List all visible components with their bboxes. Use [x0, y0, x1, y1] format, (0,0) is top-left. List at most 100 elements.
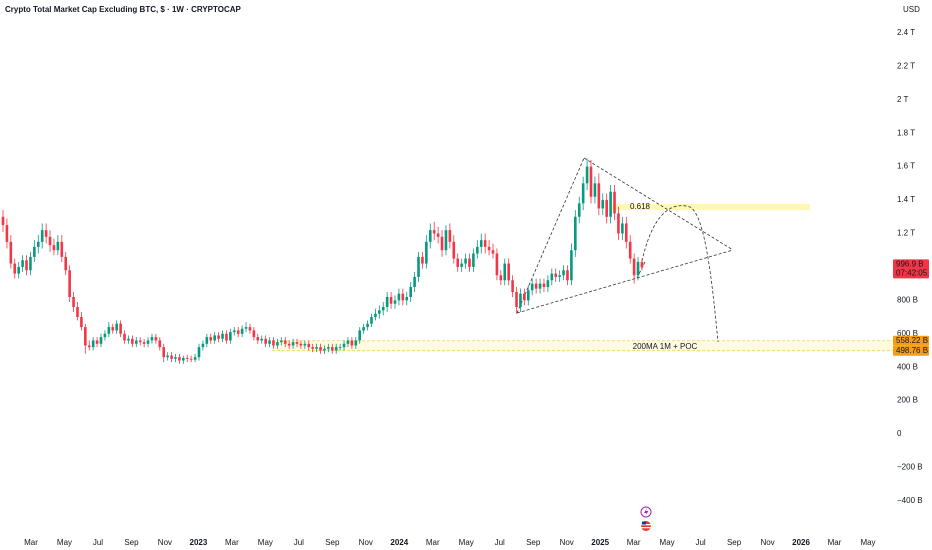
candle-body: [413, 276, 416, 287]
candle-body: [68, 270, 71, 297]
candle-body: [558, 275, 561, 277]
candle-body: [72, 296, 75, 308]
x-tick-label: May: [258, 538, 273, 547]
candle-body: [221, 333, 224, 339]
price-tag-label: 498.76 B: [896, 346, 928, 355]
candle-body: [350, 340, 354, 346]
candle-body: [260, 338, 264, 341]
candle-body: [511, 280, 514, 292]
candle-body: [605, 200, 608, 217]
x-tick-label: Jul: [695, 538, 705, 547]
candle-body: [421, 256, 424, 264]
trend-line: [516, 249, 734, 314]
candle-body: [397, 293, 401, 301]
candle-body: [205, 337, 209, 344]
candle-body: [448, 230, 452, 242]
x-tick-label: Jul: [495, 538, 505, 547]
x-tick-label: Mar: [828, 538, 842, 547]
last-price-label: 996.9 B: [896, 260, 924, 269]
y-tick-label: 2.2 T: [897, 61, 915, 70]
flag-icon: [641, 527, 651, 529]
x-tick-label: 2024: [390, 538, 408, 547]
candle-body: [33, 246, 36, 257]
candle-body: [330, 347, 334, 351]
candle-body: [519, 293, 522, 308]
candle-body: [268, 340, 271, 344]
support-zone: [272, 340, 895, 351]
candle-body: [432, 230, 436, 234]
candle-body: [354, 340, 358, 346]
chart-title: Crypto Total Market Cap Excluding BTC, $…: [5, 5, 242, 14]
candle-body: [170, 355, 173, 359]
x-tick-label: May: [860, 538, 875, 547]
candle-body: [409, 286, 412, 297]
candle-body: [158, 340, 162, 348]
flag-icon: [642, 521, 646, 525]
x-tick-label: Sep: [124, 538, 139, 547]
x-tick-label: May: [459, 538, 474, 547]
candle-body: [217, 335, 220, 339]
candle-body: [570, 250, 573, 281]
candle-body: [628, 241, 632, 259]
candle-body: [256, 337, 260, 341]
candle-body: [346, 340, 350, 344]
candle-body: [236, 330, 240, 334]
candle-body: [307, 343, 311, 348]
x-tick-label: Sep: [727, 538, 742, 547]
candle-body: [303, 343, 307, 346]
candle-body: [44, 230, 48, 237]
candle-body: [495, 253, 499, 276]
candle-body: [440, 236, 444, 251]
candle-body: [334, 347, 338, 351]
candle-body: [613, 191, 616, 214]
candle-body: [562, 270, 565, 276]
candle-body: [60, 241, 64, 257]
candle-body: [154, 337, 158, 341]
candle-body: [95, 340, 99, 344]
x-tick-label: Mar: [225, 538, 239, 547]
candle-body: [240, 328, 244, 334]
y-tick-label: 600 B: [897, 329, 918, 338]
candle-body: [523, 293, 526, 301]
x-tick-label: Nov: [760, 538, 774, 547]
candle-body: [319, 347, 322, 351]
x-tick-label: Mar: [627, 538, 641, 547]
candle-body: [229, 332, 232, 341]
candle-body: [174, 357, 177, 359]
candle-body: [84, 327, 87, 346]
candle-body: [542, 283, 546, 287]
candle-body: [91, 340, 95, 348]
candle-body: [9, 241, 13, 264]
candles: [1, 158, 644, 364]
candle-body: [468, 258, 471, 267]
candle-body: [127, 338, 130, 341]
x-tick-label: Nov: [158, 538, 172, 547]
candle-body: [362, 327, 365, 331]
candle-body: [487, 246, 491, 251]
candle-body: [107, 327, 111, 334]
candle-body: [378, 310, 381, 314]
candle-body: [417, 256, 420, 277]
candle-body: [87, 345, 91, 348]
y-tick-label: 2.4 T: [897, 28, 915, 37]
x-tick-label: Mar: [24, 538, 38, 547]
fib-zone: [612, 203, 810, 211]
candle-body: [499, 275, 503, 281]
candle-body: [460, 263, 463, 267]
candle-body: [428, 230, 432, 242]
candle-body: [342, 343, 346, 348]
flag-icon: [641, 524, 651, 526]
price-tag: [893, 335, 929, 346]
candle-body: [585, 166, 589, 184]
x-tick-label: 2026: [792, 538, 810, 547]
candle-body: [315, 347, 318, 349]
x-tick-label: Nov: [359, 538, 373, 547]
candle-body: [593, 183, 597, 197]
candle-body: [131, 338, 134, 344]
candle-body: [150, 337, 154, 341]
zones: 0.618 200MA 1M + POC: [272, 202, 895, 352]
candle-body: [526, 290, 530, 301]
candle-body: [25, 260, 28, 271]
trend-line: [516, 157, 585, 314]
y-tick-label: −200 B: [897, 463, 923, 472]
